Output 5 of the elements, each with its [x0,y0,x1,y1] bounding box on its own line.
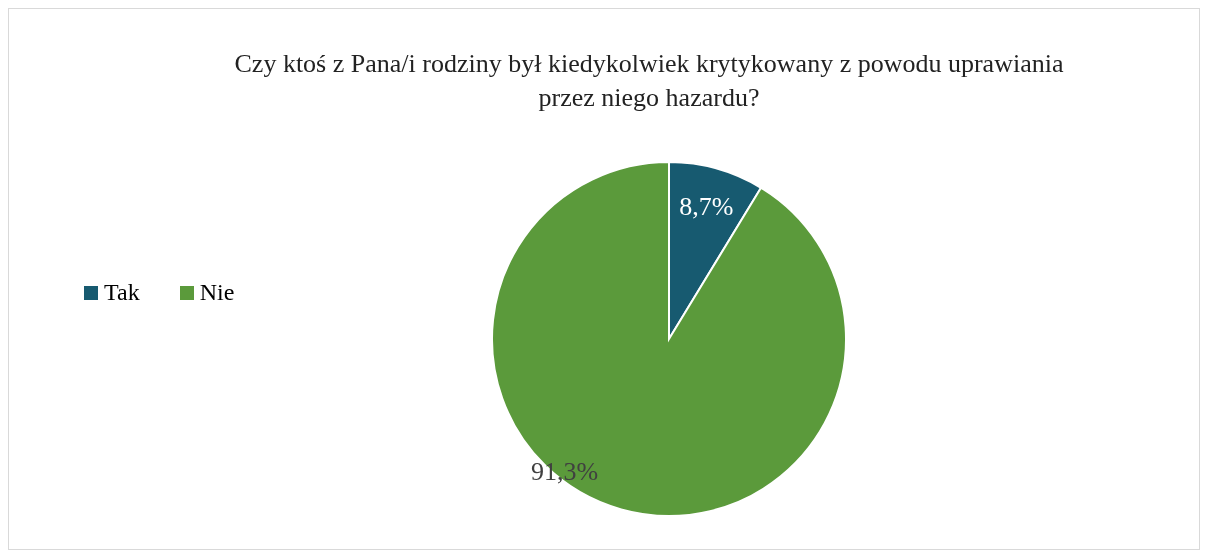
chart-title: Czy ktoś z Pana/i rodziny był kiedykolwiek krytykowany z powodu uprawiania przez niego hazardu? [233,48,1065,114]
legend-label: Tak [104,279,140,306]
pie-slice [491,161,847,517]
legend-label: Nie [199,279,235,306]
data-label: 8,7% [679,191,734,221]
